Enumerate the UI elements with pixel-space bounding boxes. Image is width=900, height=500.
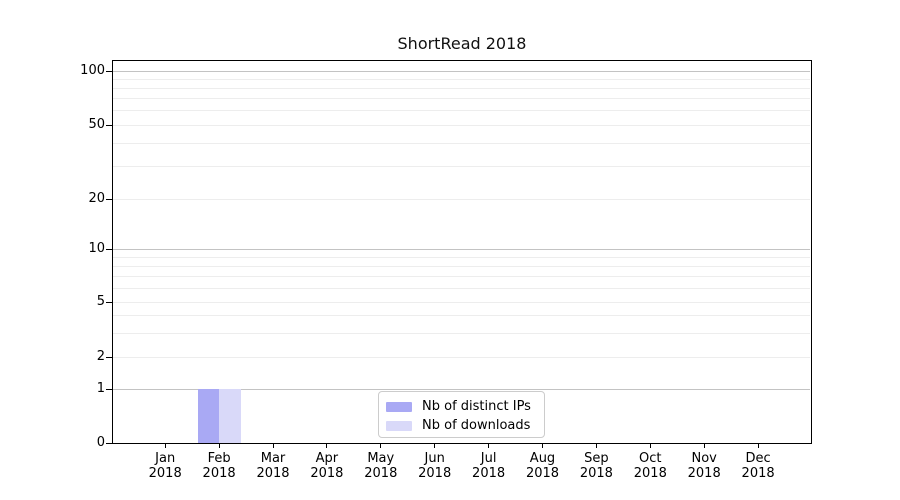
x-tick-label: Oct 2018: [622, 451, 678, 481]
x-tick-month: Aug: [529, 451, 556, 466]
y-tick-label: 0: [96, 435, 105, 450]
x-tick-year: 2018: [525, 466, 560, 481]
y-tick-label: 1: [96, 381, 105, 396]
x-tick-mark: [218, 444, 220, 448]
bar: [219, 389, 241, 443]
x-tick-mark: [488, 444, 490, 448]
gridline-major: [113, 71, 810, 72]
x-tick-year: 2018: [202, 466, 236, 481]
x-tick-label: Nov 2018: [676, 451, 732, 481]
gridline-minor: [113, 276, 810, 277]
gridline-minor: [113, 302, 810, 303]
gridline-minor: [113, 288, 810, 289]
x-tick-mark: [542, 444, 543, 448]
x-tick-year: 2018: [741, 466, 775, 481]
x-tick-year: 2018: [364, 466, 398, 481]
x-tick-month: Mar: [260, 451, 286, 466]
legend-row: Nb of distinct IPs: [386, 397, 544, 416]
x-tick-month: Nov: [691, 451, 717, 466]
y-tick-label: 20: [88, 191, 105, 206]
x-tick-month: Jul: [480, 451, 497, 466]
x-tick-label: Jul 2018: [461, 451, 517, 481]
gridline-minor: [113, 143, 810, 144]
legend: Nb of distinct IPs Nb of downloads: [378, 391, 545, 438]
gridline-minor: [113, 257, 810, 258]
x-tick-month: Jun: [424, 451, 445, 466]
x-tick-year: 2018: [148, 466, 182, 481]
y-tick-mark: [106, 302, 112, 303]
x-tick-month: Sep: [584, 451, 609, 466]
x-tick-year: 2018: [579, 466, 613, 481]
legend-label: Nb of downloads: [422, 418, 531, 433]
x-tick-mark: [272, 444, 274, 448]
y-tick-mark: [106, 357, 112, 358]
gridline-minor: [113, 98, 810, 99]
gridline-minor: [113, 199, 810, 200]
y-tick-mark: [106, 443, 112, 444]
gridline-minor: [113, 315, 810, 316]
x-tick-label: Aug 2018: [515, 451, 571, 481]
gridline-minor: [113, 333, 810, 334]
gridline-minor: [113, 266, 810, 267]
x-tick-mark: [649, 444, 651, 448]
x-tick-label: Jun 2018: [407, 451, 463, 481]
x-tick-year: 2018: [310, 466, 344, 481]
y-tick-label: 100: [80, 63, 105, 78]
x-tick-mark: [326, 444, 328, 448]
x-tick-year: 2018: [418, 466, 452, 481]
plot-area: [112, 60, 812, 444]
legend-label: Nb of distinct IPs: [422, 399, 531, 414]
x-tick-label: Mar 2018: [245, 451, 301, 481]
x-tick-label: Dec 2018: [730, 451, 786, 481]
gridline-minor: [113, 166, 810, 167]
x-tick-mark: [757, 444, 759, 448]
gridline-major: [113, 249, 810, 250]
x-tick-year: 2018: [687, 466, 721, 481]
x-tick-year: 2018: [633, 466, 667, 481]
x-tick-month: May: [367, 451, 395, 466]
x-tick-month: Jan: [155, 451, 176, 466]
y-tick-label: 2: [96, 349, 105, 364]
legend-row: Nb of downloads: [386, 416, 544, 435]
y-tick-label: 10: [88, 241, 105, 256]
x-tick-year: 2018: [472, 466, 506, 481]
x-tick-month: Oct: [639, 451, 662, 466]
x-tick-label: Sep 2018: [568, 451, 624, 481]
legend-swatch: [386, 420, 412, 431]
legend-swatch: [386, 401, 412, 412]
x-tick-mark: [380, 444, 382, 448]
y-tick-label: 5: [96, 294, 105, 309]
x-tick-mark: [434, 444, 436, 448]
bar: [197, 389, 220, 443]
y-tick-mark: [106, 125, 112, 126]
y-tick-label: 50: [88, 117, 105, 132]
gridline-minor: [113, 110, 810, 111]
x-tick-mark: [164, 444, 166, 448]
x-tick-mark: [595, 444, 597, 448]
x-tick-month: Feb: [207, 451, 231, 466]
x-tick-label: Feb 2018: [191, 451, 247, 481]
x-tick-label: Jan 2018: [137, 451, 193, 481]
y-tick-mark: [106, 389, 112, 390]
gridline-major: [113, 389, 810, 390]
gridline-minor: [113, 79, 810, 80]
x-tick-month: Dec: [745, 451, 771, 466]
x-tick-mark: [703, 444, 705, 448]
x-tick-year: 2018: [256, 466, 290, 481]
y-tick-mark: [106, 249, 112, 250]
gridline-minor: [113, 125, 810, 126]
gridline-minor: [113, 357, 810, 358]
x-tick-label: May 2018: [353, 451, 409, 481]
x-tick-month: Apr: [315, 451, 339, 466]
x-tick-label: Apr 2018: [299, 451, 355, 481]
gridline-minor: [113, 88, 810, 89]
y-tick-mark: [106, 71, 112, 72]
chart-title: ShortRead 2018: [397, 34, 527, 53]
y-tick-mark: [106, 199, 112, 200]
